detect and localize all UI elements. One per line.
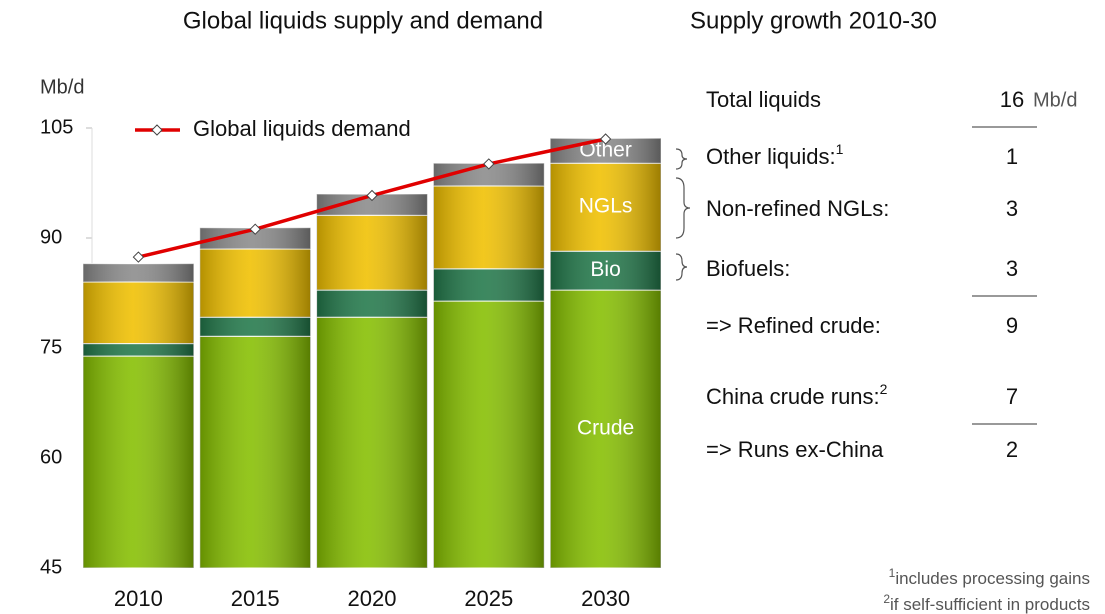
row-unit: Mb/d xyxy=(1033,89,1077,111)
row-value: 2 xyxy=(1006,437,1018,462)
row-label-text: Non-refined NGLs: xyxy=(706,196,889,221)
table-title: Supply growth 2010-30 xyxy=(690,7,937,34)
row-label: China crude runs:2 xyxy=(706,381,888,409)
footnote: 2if self-sufficient in products xyxy=(883,592,1090,614)
bar-shading xyxy=(433,163,545,186)
bar-shading xyxy=(199,336,311,568)
row-value: 3 xyxy=(1006,256,1018,281)
bar-shading xyxy=(199,227,311,249)
row-label-text: Other liquids: xyxy=(706,144,836,169)
row-label-text: China crude runs: xyxy=(706,384,880,409)
y-tick-label: 75 xyxy=(40,336,62,358)
bar-shading xyxy=(550,290,661,568)
y-axis-label: Mb/d xyxy=(40,76,84,98)
segment-label: NGLs xyxy=(579,195,633,218)
demand-marker xyxy=(366,189,378,202)
row-note: 2 xyxy=(880,381,888,397)
x-tick-label: 2030 xyxy=(581,586,630,611)
row-label-text: => Runs ex-China xyxy=(706,437,884,462)
bar-shading xyxy=(199,317,311,337)
brace xyxy=(675,177,691,239)
row-value: 7 xyxy=(1006,384,1018,409)
bar-shading xyxy=(433,268,545,302)
row-label-text: => Refined crude: xyxy=(706,313,881,338)
x-tick-label: 2025 xyxy=(464,586,513,611)
row-label-text: Total liquids xyxy=(706,87,821,112)
row-label: Other liquids:1 xyxy=(706,141,844,169)
footnote-marker: 2 xyxy=(883,592,890,606)
y-tick-label: 60 xyxy=(40,446,62,468)
x-tick-label: 2020 xyxy=(348,586,397,611)
footnote-marker: 1 xyxy=(889,566,896,580)
y-tick-label: 105 xyxy=(40,116,73,138)
bar-shading xyxy=(316,194,428,216)
bar-shading xyxy=(316,290,428,318)
bar-shading xyxy=(550,163,661,252)
bar-shading xyxy=(316,317,428,568)
bar-shading xyxy=(550,251,661,291)
bar-shading xyxy=(433,185,545,269)
chart-title: Global liquids supply and demand xyxy=(183,7,543,34)
row-label: => Runs ex-China xyxy=(706,437,884,462)
row-label: Biofuels: xyxy=(706,256,790,281)
footnote-text: includes processing gains xyxy=(895,569,1090,588)
row-value: 9 xyxy=(1006,313,1018,338)
demand-marker xyxy=(483,158,495,170)
row-value: 1 xyxy=(1006,144,1018,169)
y-tick-label: 45 xyxy=(40,556,62,578)
bar-shading xyxy=(316,215,428,291)
row-label: => Refined crude: xyxy=(706,313,881,338)
legend-marker xyxy=(151,124,163,136)
legend-label: Global liquids demand xyxy=(193,116,411,141)
x-tick-label: 2015 xyxy=(231,586,280,611)
x-tick-label: 2010 xyxy=(114,586,163,611)
bar-shading xyxy=(83,263,194,282)
demand-marker xyxy=(249,223,261,235)
row-label: Total liquids xyxy=(706,87,821,112)
row-note: 1 xyxy=(836,141,844,157)
row-label: Non-refined NGLs: xyxy=(706,196,889,221)
segment-label: Bio xyxy=(590,258,620,281)
bar-shading xyxy=(83,343,194,357)
brace xyxy=(675,148,688,170)
bar-shading xyxy=(83,282,194,344)
demand-marker xyxy=(599,133,612,145)
footnote: 1includes processing gains xyxy=(889,566,1090,588)
footnote-text: if self-sufficient in products xyxy=(890,595,1090,614)
segment-label: Other xyxy=(579,138,632,161)
row-value: 16 xyxy=(1000,87,1024,112)
row-value: 3 xyxy=(1006,196,1018,221)
demand-marker xyxy=(132,251,145,263)
bar-shading xyxy=(433,301,545,568)
segment-label: Crude xyxy=(577,417,634,440)
row-label-text: Biofuels: xyxy=(706,256,790,281)
bar-shading xyxy=(83,356,194,568)
brace xyxy=(675,253,688,281)
bar-shading xyxy=(199,249,311,318)
y-tick-label: 90 xyxy=(40,226,62,248)
